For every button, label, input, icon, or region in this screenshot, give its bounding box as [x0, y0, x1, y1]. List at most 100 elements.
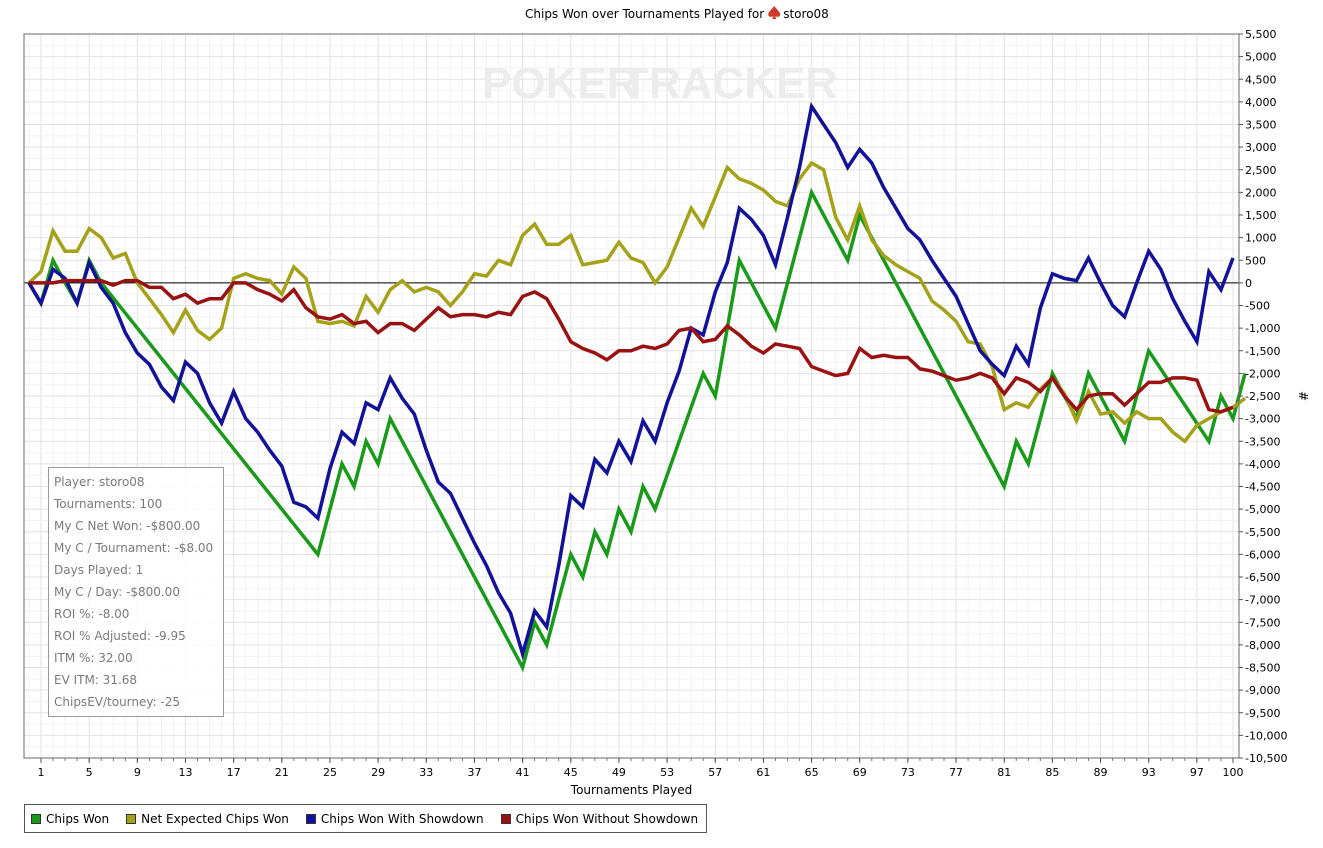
y-axis-label: # — [1296, 391, 1310, 401]
y-tick-label: -6,500 — [1245, 571, 1280, 584]
x-tick-label: 73 — [901, 766, 915, 779]
stats-row: ROI %: -8.00 — [54, 607, 130, 621]
legend-label: Chips Won Without Showdown — [515, 811, 699, 826]
stats-row: EV ITM: 31.68 — [54, 673, 138, 687]
legend-item-net-expected-chips-won: Net Expected Chips Won — [126, 812, 289, 826]
y-tick-label: -7,500 — [1245, 616, 1280, 629]
y-tick-label: -1,500 — [1245, 345, 1280, 358]
y-tick-label: 5,000 — [1245, 51, 1277, 64]
stats-row: Player: storo08 — [54, 475, 145, 489]
series-chips-won-without-showdown — [29, 278, 1234, 414]
y-tick-label: -4,500 — [1245, 481, 1280, 494]
stats-row: ROI % Adjusted: -9.95 — [54, 629, 186, 643]
x-tick-label: 85 — [1045, 766, 1059, 779]
x-tick-label: 89 — [1094, 766, 1108, 779]
x-tick-label: 41 — [516, 766, 530, 779]
stats-row: ITM %: 32.00 — [54, 651, 133, 665]
y-tick-label: -500 — [1245, 300, 1270, 313]
x-tick-label: 69 — [853, 766, 867, 779]
watermark-text: POKER — [482, 59, 638, 108]
x-tick-label: 33 — [419, 766, 433, 779]
legend-swatch — [305, 813, 316, 824]
legend: Chips Won Net Expected Chips Won Chips Won… — [24, 804, 708, 833]
x-tick-label: 81 — [997, 766, 1011, 779]
y-tick-label: -1,000 — [1245, 322, 1280, 335]
x-tick-label: 25 — [323, 766, 337, 779]
legend-item-chips-won-with-showdown: Chips Won With Showdown — [305, 811, 484, 826]
stats-panel: Player: storo08 Tournaments: 100 My C Net … — [48, 467, 224, 717]
y-tick-label: -10,000 — [1245, 729, 1287, 742]
y-tick-label: -7,000 — [1245, 594, 1280, 607]
y-tick-label: -10,500 — [1245, 752, 1287, 765]
x-axis-label: Tournaments Played — [570, 783, 692, 797]
legend-item-chips-won: Chips Won — [31, 812, 109, 826]
x-tick-label: 65 — [805, 766, 819, 779]
series-lines — [27, 101, 1247, 673]
x-tick-label: 17 — [227, 766, 241, 779]
x-tick-label: 77 — [949, 766, 963, 779]
stats-row: Days Played: 1 — [54, 563, 144, 577]
x-axis: 1 5 9 13 17 21 25 29 33 37 41 45 49 53 57 61 65 69 73 77 81 8… — [38, 758, 1244, 779]
chart-title: Chips Won over Tournaments Played for st… — [525, 6, 829, 21]
stats-row: My C Net Won: -$800.00 — [54, 519, 201, 533]
series-net-expected-chips-won — [27, 160, 1247, 444]
x-tick-label: 13 — [178, 766, 192, 779]
y-tick-label: 1,000 — [1245, 232, 1277, 245]
x-tick-label: 21 — [275, 766, 289, 779]
x-tick-label: 57 — [708, 766, 722, 779]
y-tick-label: 4,000 — [1245, 96, 1277, 109]
legend-label: Chips Won With Showdown — [320, 811, 484, 826]
series-chips-won-with-showdown — [27, 101, 1235, 661]
watermark-text: TRACKER — [622, 59, 837, 108]
y-tick-label: 2,000 — [1245, 186, 1277, 199]
chart-title-player: storo08 — [783, 7, 829, 21]
legend-item-chips-won-without-showdown: Chips Won Without Showdown — [500, 811, 699, 826]
chart-title-text: Chips Won over Tournaments Played for — [525, 7, 764, 21]
x-tick-label: 45 — [564, 766, 578, 779]
stats-row: My C / Tournament: -$8.00 — [54, 541, 214, 555]
y-axis: -10,500 -10,000 -9,500 -9,000 -8,500 -8,000 -7… — [1239, 28, 1287, 765]
x-tick-label: 97 — [1190, 766, 1204, 779]
y-tick-label: 500 — [1245, 254, 1266, 267]
x-tick-label: 49 — [612, 766, 626, 779]
stats-row: ChipsEV/tourney: -25 — [54, 695, 181, 709]
y-tick-label: -2,500 — [1245, 390, 1280, 403]
y-tick-label: -9,500 — [1245, 707, 1280, 720]
y-tick-label: -5,500 — [1245, 526, 1280, 539]
x-tick-label: 9 — [134, 766, 141, 779]
x-tick-label: 53 — [660, 766, 674, 779]
stats-row: Tournaments: 100 — [54, 497, 163, 511]
y-tick-label: -3,500 — [1245, 435, 1280, 448]
y-tick-label: 4,500 — [1245, 73, 1277, 86]
y-tick-label: -8,500 — [1245, 662, 1280, 675]
x-tick-label: 1 — [38, 766, 45, 779]
x-tick-label: 100 — [1223, 766, 1244, 779]
y-tick-label: 0 — [1245, 277, 1252, 290]
x-tick-label: 93 — [1142, 766, 1156, 779]
y-tick-label: 2,500 — [1245, 164, 1277, 177]
x-tick-label: 37 — [467, 766, 481, 779]
x-tick-label: 5 — [86, 766, 93, 779]
legend-swatch — [126, 813, 137, 824]
y-tick-label: -2,000 — [1245, 367, 1280, 380]
y-tick-label: -4,000 — [1245, 458, 1280, 471]
y-tick-label: 1,500 — [1245, 209, 1277, 222]
y-tick-label: -8,000 — [1245, 639, 1280, 652]
y-tick-label: -3,000 — [1245, 413, 1280, 426]
y-tick-label: 3,000 — [1245, 141, 1277, 154]
y-tick-label: -6,000 — [1245, 548, 1280, 561]
stats-row: My C / Day: -$800.00 — [54, 585, 180, 599]
spade-icon — [768, 6, 781, 19]
legend-swatch — [31, 813, 41, 824]
y-tick-label: -9,000 — [1245, 684, 1280, 697]
watermark: POKER TRACKER — [482, 59, 837, 108]
y-tick-label: 3,500 — [1245, 119, 1277, 132]
y-tick-label: -5,000 — [1245, 503, 1280, 516]
legend-label: Net Expected Chips Won — [141, 811, 289, 826]
x-tick-label: 29 — [371, 766, 385, 779]
y-tick-label: 5,500 — [1245, 28, 1277, 41]
legend-label: Chips Won — [46, 811, 110, 826]
x-tick-label: 61 — [756, 766, 770, 779]
legend-swatch — [500, 813, 511, 824]
